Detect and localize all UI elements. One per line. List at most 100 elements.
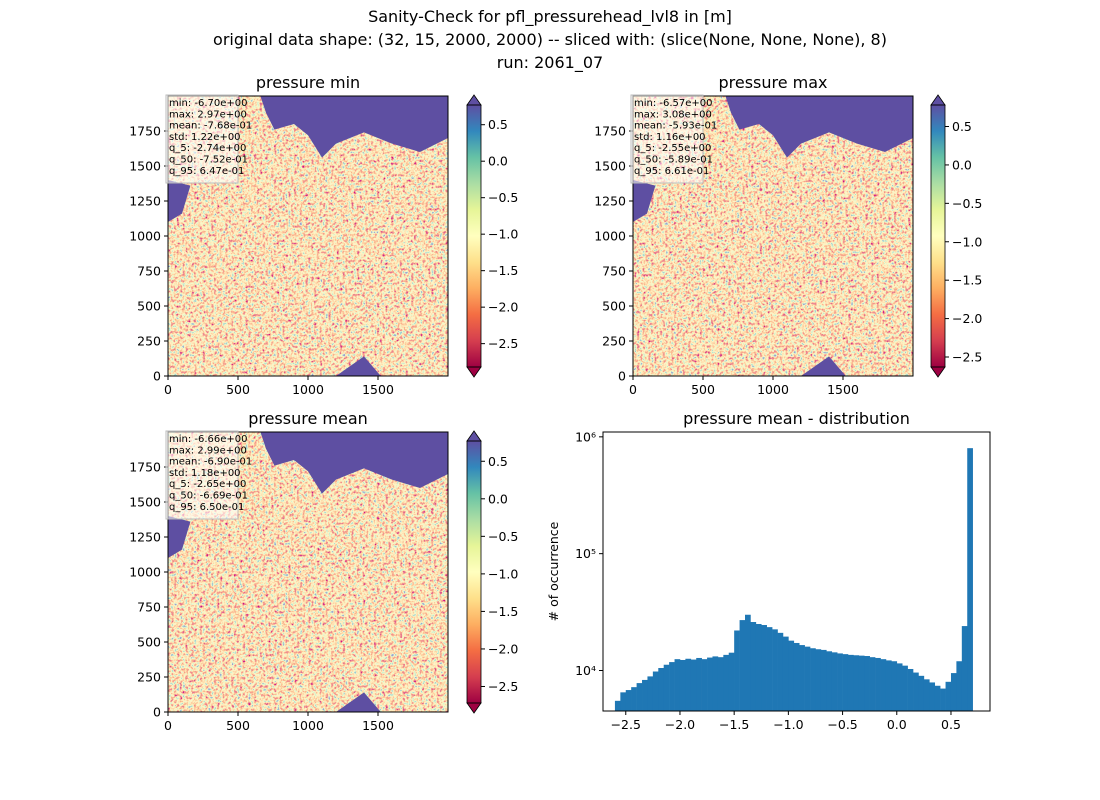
sea (633, 180, 656, 222)
hist-bar (967, 448, 973, 711)
stats-line: q_95: 6.47e-01 (169, 166, 244, 177)
hist-bar (956, 661, 963, 711)
stats-line: q_5: -2.55e+00 (634, 143, 711, 154)
y-tick-label: 0 (153, 369, 161, 384)
hist-bar (934, 685, 941, 711)
colorbar-tick-label: −1.0 (952, 234, 982, 249)
y-tick-label: 1000 (129, 565, 161, 580)
y-tick-label: 1500 (594, 159, 626, 174)
hist-bar (620, 692, 627, 711)
y-tick-label: 500 (602, 299, 626, 314)
hist-bar (907, 668, 914, 711)
sea (336, 356, 381, 376)
colorbar-tick-label: 0.0 (952, 157, 972, 172)
hist-bar (625, 690, 632, 711)
y-tick-label: 1000 (129, 229, 161, 244)
colorbar-extend (930, 94, 946, 106)
x-tick-label: 0 (164, 718, 172, 733)
y-tick-label: 1500 (129, 495, 161, 510)
stats-line: std: 1.18e+00 (169, 468, 241, 479)
sea (168, 516, 191, 558)
hist-bar (782, 636, 789, 711)
suptitle: original data shape: (32, 15, 2000, 2000… (213, 30, 887, 49)
x-tick-label: 500 (226, 718, 250, 733)
stats-line: min: -6.57e+00 (634, 98, 713, 109)
sea (801, 356, 846, 376)
x-tick-label: 1500 (362, 718, 394, 733)
stats-line: q_95: 6.50e-01 (169, 502, 244, 513)
hist-bar (647, 676, 654, 711)
colorbar-tick-label: 0.5 (952, 119, 972, 134)
colorbar-extend (466, 366, 482, 378)
hist-bar (799, 645, 805, 711)
hist-bar (913, 672, 919, 711)
stats-line: max: 2.97e+00 (169, 109, 247, 120)
y-tick-label: 250 (137, 670, 161, 685)
hist-bar (723, 654, 730, 711)
colorbar (467, 441, 481, 703)
hist-bar (847, 654, 854, 711)
stats-line: min: -6.70e+00 (169, 98, 248, 109)
colorbar-extend (466, 702, 482, 714)
hist-bar (707, 657, 713, 711)
x-tick-label: 0.0 (887, 717, 907, 732)
hist-bar (869, 657, 876, 711)
y-tick-label: 500 (137, 635, 161, 650)
y-tick-label: 1750 (594, 124, 626, 139)
y-tick-label: 10⁶ (575, 429, 596, 444)
colorbar-frame (466, 440, 482, 704)
y-tick-label: 750 (602, 264, 626, 279)
x-tick-label: 1500 (362, 382, 394, 397)
y-tick-label: 10⁵ (575, 546, 596, 561)
x-tick-label: 1000 (292, 382, 324, 397)
colorbar-tick-label: 0.0 (488, 154, 508, 169)
stats-line: std: 1.22e+00 (169, 132, 241, 143)
hist-bar (864, 656, 870, 711)
y-tick-label: 500 (137, 299, 161, 314)
hist-bar (788, 640, 795, 711)
hist-bar (875, 657, 881, 711)
stats-line: max: 3.08e+00 (634, 109, 712, 120)
hist-bar (685, 658, 692, 711)
hist-bar (777, 632, 784, 711)
stats-line: max: 2.99e+00 (169, 445, 247, 456)
axes-title: pressure max (718, 73, 827, 92)
colorbar-tick-label: 0.5 (488, 454, 508, 469)
colorbar-tick-label: −1.0 (488, 566, 518, 581)
hist-bar (810, 648, 816, 711)
hist-bar (636, 683, 643, 711)
sea (725, 96, 913, 158)
colorbar (467, 105, 481, 367)
colorbar-tick-label: −2.0 (488, 300, 518, 315)
stats-line: q_95: 6.61e-01 (634, 166, 709, 177)
y-tick-label: 250 (137, 334, 161, 349)
sea (336, 692, 381, 712)
hist-bar (761, 625, 767, 711)
hist-bar (896, 663, 903, 711)
x-tick-label: 0 (164, 382, 172, 397)
colorbar-extend (930, 366, 946, 378)
y-tick-label: 0 (153, 705, 161, 720)
x-tick-label: 1500 (827, 382, 859, 397)
hist-bar (793, 642, 800, 711)
colorbar-extend (466, 94, 482, 106)
hist-bar (631, 687, 637, 711)
hist-bar (728, 652, 735, 711)
stats-line: q_5: -2.74e+00 (169, 143, 246, 154)
stats-line: q_50: -6.69e-01 (169, 491, 248, 502)
hist-bar (853, 655, 860, 711)
stats-line: mean: -6.90e-01 (169, 457, 252, 468)
x-tick-label: 1000 (757, 382, 789, 397)
hist-bar (755, 623, 762, 711)
x-tick-label: 1000 (292, 718, 324, 733)
hist-bar (696, 657, 702, 711)
y-tick-label: 750 (137, 600, 161, 615)
hist-bar (837, 653, 843, 711)
stats-line: std: 1.16e+00 (634, 132, 706, 143)
x-tick-label: 500 (691, 382, 715, 397)
y-tick-label: 1750 (129, 124, 161, 139)
sea (168, 180, 191, 222)
hist-bar (701, 659, 708, 711)
axes-frame (602, 431, 991, 712)
hist-bar (961, 626, 968, 711)
